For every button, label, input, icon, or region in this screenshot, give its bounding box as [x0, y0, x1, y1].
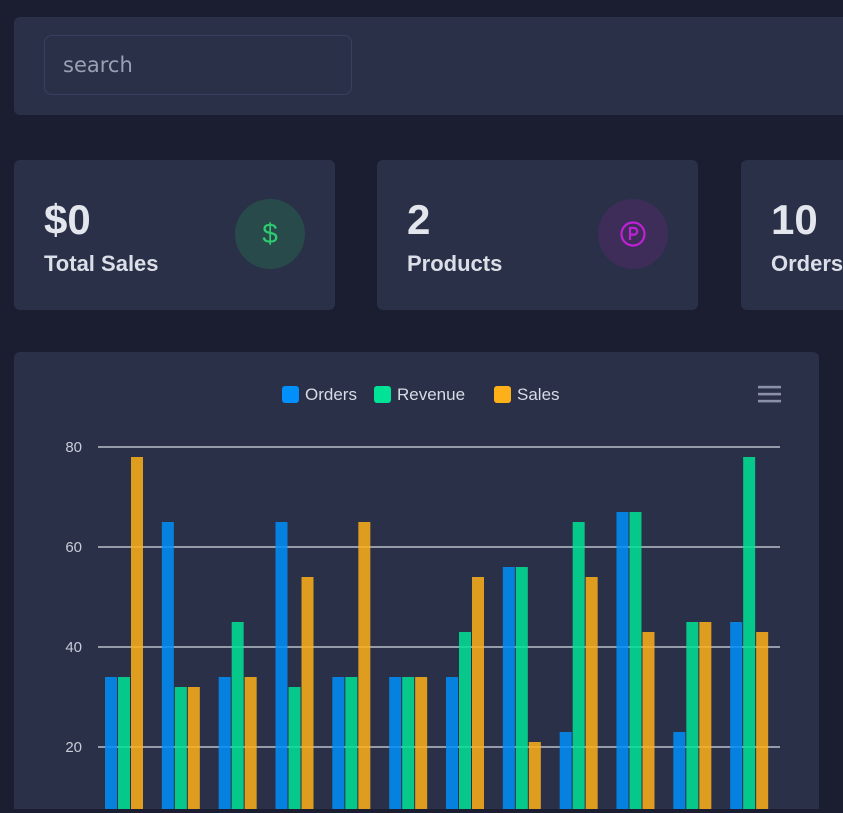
legend-marker-revenue[interactable] — [374, 386, 391, 403]
y-tick-label: 40 — [65, 639, 82, 656]
bar-sales — [358, 522, 371, 813]
legend-label-orders[interactable]: Orders — [305, 385, 357, 404]
stat-label: Total Sales — [44, 251, 159, 276]
bar-orders — [218, 677, 231, 813]
search-input[interactable] — [44, 35, 352, 95]
bar-chart: 20 40 60 80 Orders Revenue Sales — [65, 385, 781, 813]
legend-marker-orders[interactable] — [282, 386, 299, 403]
bar-revenue — [174, 687, 187, 813]
stat-value: 2 — [407, 196, 431, 243]
bar-revenue — [459, 632, 471, 813]
bar-orders — [559, 732, 572, 813]
bar-sales — [699, 622, 712, 813]
stat-card-products: 2 Products — [377, 160, 698, 310]
legend-label-revenue[interactable]: Revenue — [397, 385, 465, 404]
hamburger-menu-icon[interactable] — [758, 385, 781, 403]
bar-sales — [756, 632, 769, 813]
bar-revenue — [118, 677, 130, 813]
bar-sales — [301, 577, 314, 813]
bar-revenue — [686, 622, 699, 813]
bar-orders — [332, 677, 345, 813]
bar-orders — [105, 677, 117, 813]
stat-label: Products — [407, 251, 503, 276]
bar-revenue — [231, 622, 244, 813]
top-bar — [14, 17, 843, 115]
stat-value: $0 — [44, 196, 91, 243]
bar-revenue — [515, 567, 528, 813]
bar-revenue — [288, 687, 301, 813]
stat-label: Orders — [771, 251, 843, 276]
dollar-icon: $ — [235, 199, 305, 269]
stat-card-orders: 10 Orders — [741, 160, 843, 310]
bar-orders — [502, 567, 515, 813]
legend-label-sales[interactable]: Sales — [517, 385, 560, 404]
bar-sales — [187, 687, 200, 813]
bar-orders — [446, 677, 458, 813]
legend-marker-sales[interactable] — [494, 386, 511, 403]
bar-orders — [673, 732, 686, 813]
bar-sales — [528, 742, 541, 813]
bar-orders — [730, 622, 743, 813]
bar-sales — [585, 577, 598, 813]
bar-orders — [389, 677, 402, 813]
chart-panel: 20 40 60 80 Orders Revenue Sales — [14, 352, 819, 813]
bar-revenue — [345, 677, 358, 813]
bar-orders — [161, 522, 174, 813]
bar-revenue — [629, 512, 642, 813]
bar-sales — [131, 457, 143, 813]
stat-value: 10 — [771, 196, 818, 243]
stat-card-total-sales: $0 Total Sales $ — [14, 160, 335, 310]
bar-revenue — [572, 522, 585, 813]
bar-sales — [244, 677, 257, 813]
bar-orders — [275, 522, 288, 813]
bar-sales — [642, 632, 655, 813]
bar-revenue — [402, 677, 415, 813]
y-tick-label: 60 — [65, 539, 82, 556]
y-tick-label: 80 — [65, 439, 82, 456]
bar-sales — [472, 577, 484, 813]
bar-sales — [415, 677, 428, 813]
bar-revenue — [743, 457, 756, 813]
bar-orders — [616, 512, 629, 813]
y-tick-label: 20 — [65, 739, 82, 756]
p-circle-icon — [598, 199, 668, 269]
